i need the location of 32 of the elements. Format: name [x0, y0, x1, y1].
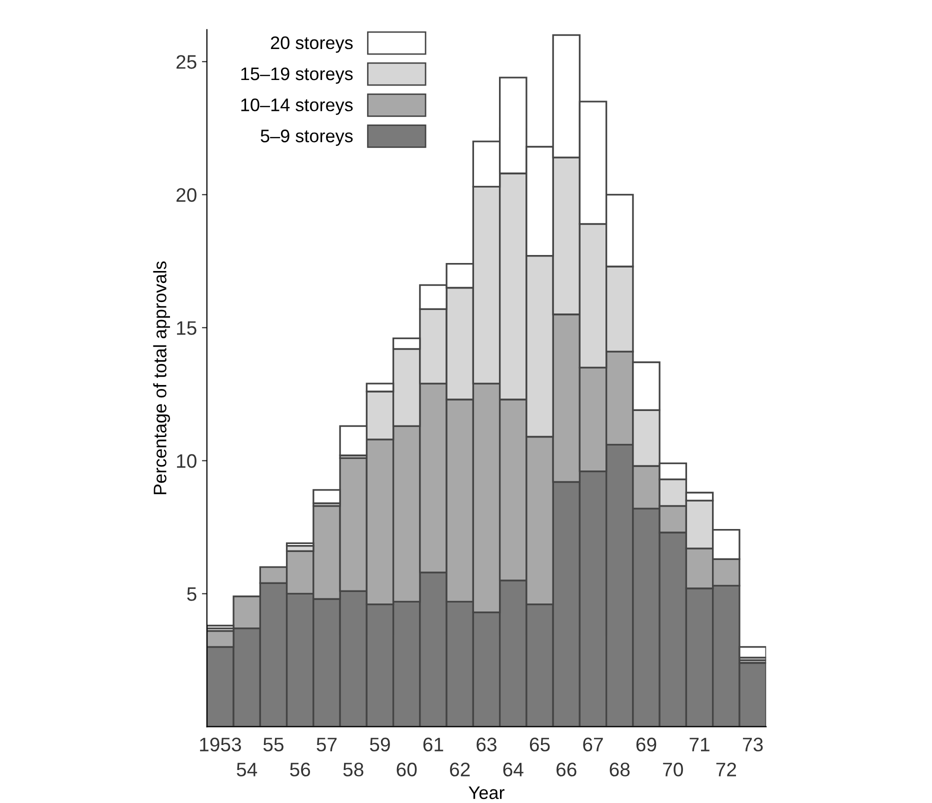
y-tick-label: 15	[177, 321, 196, 335]
legend-label: 10–14 storeys	[241, 98, 353, 115]
x-tick-label: 54	[236, 762, 258, 776]
x-tick-label: 58	[343, 762, 364, 776]
x-tick-label: 56	[290, 762, 310, 776]
x-tick-label: 73	[742, 738, 763, 752]
y-tick-label: 5	[187, 587, 196, 601]
y-tick-label: 10	[177, 454, 196, 468]
x-tick-label: 65	[530, 738, 550, 752]
x-tick-label: 71	[690, 738, 710, 752]
legend-label: 15–19 storeys	[241, 67, 353, 84]
x-tick-label: 69	[636, 738, 656, 752]
x-tick-label: 72	[716, 762, 736, 776]
x-tick-label: 70	[663, 762, 683, 776]
x-tick-label: 61	[423, 738, 444, 752]
x-tick-label: 68	[610, 762, 630, 776]
y-axis-title: Percentage of total approvals	[153, 261, 170, 494]
y-tick-label: 20	[176, 188, 196, 202]
x-tick-label: 66	[556, 762, 576, 776]
x-tick-label: 67	[583, 738, 603, 752]
legend-label: 20 storeys	[270, 36, 353, 53]
x-tick-label: 62	[450, 762, 470, 776]
x-tick-label: 57	[316, 738, 337, 752]
legend-label: 5–9 storeys	[260, 130, 353, 146]
x-axis-title: Year	[468, 786, 504, 800]
x-tick-label: 64	[503, 762, 524, 776]
y-tick-label: 25	[176, 55, 196, 69]
x-tick-label: 59	[370, 738, 390, 752]
x-tick-label: 55	[263, 738, 284, 752]
x-tick-label: 63	[476, 738, 496, 752]
x-tick-label: 1953	[200, 738, 241, 752]
x-tick-label: 60	[396, 762, 417, 776]
